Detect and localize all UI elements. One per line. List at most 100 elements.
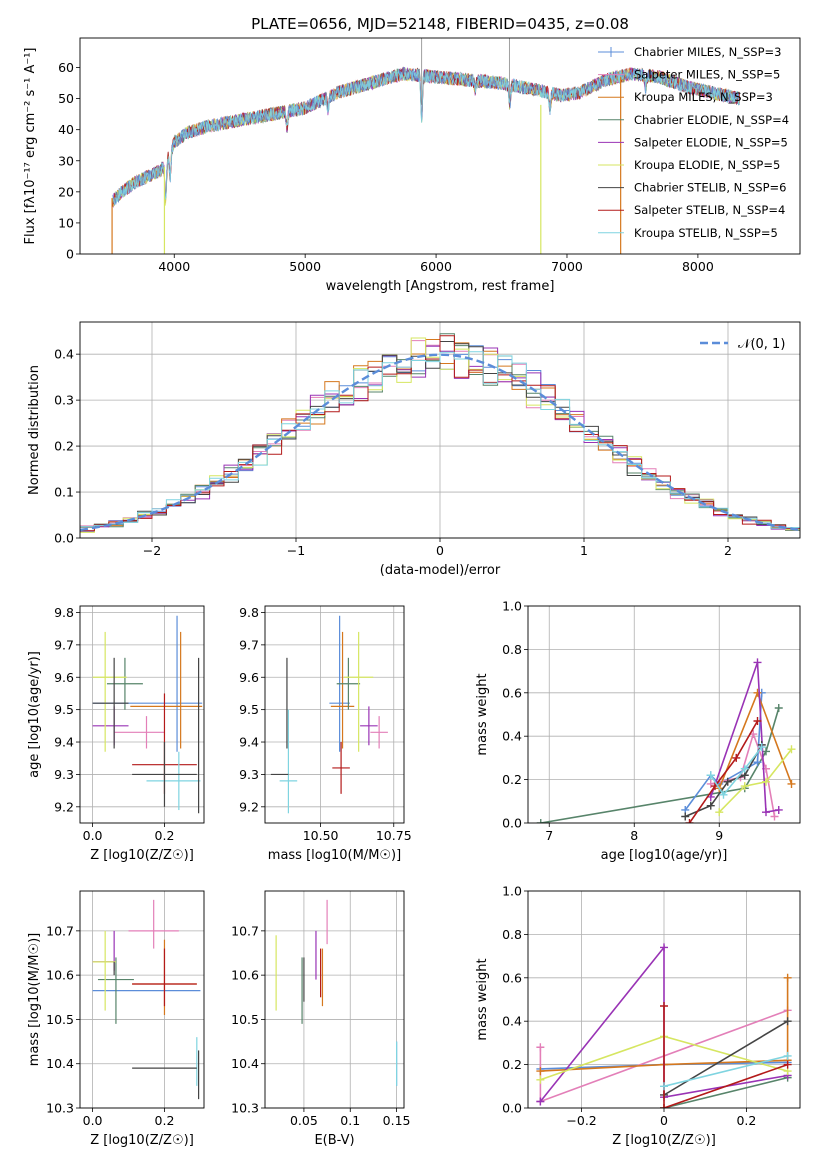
y-tick-label: 0.3	[54, 393, 74, 408]
weight-marker	[753, 717, 762, 726]
plot-area	[92, 899, 201, 1100]
errorbar-point	[330, 631, 355, 749]
errorbar-point	[114, 716, 165, 749]
errorbar-point	[344, 631, 374, 752]
legend-label: Chabrier MILES, N_SSP=3	[634, 45, 781, 59]
weight-marker	[762, 777, 770, 786]
panel-age_vs_mass: 10.50 10.75 9.2 9.3 9.4 9.5 9.6 9.7 9.8 mass [log…	[239, 605, 412, 863]
x-tick-label: 8	[630, 828, 638, 843]
panel-age_vs_Z: 0.0 0.2 9.2 9.3 9.4 9.5 9.6 9.7 9.8 Z [log10(Z/Z☉…	[27, 605, 205, 863]
histogram-series	[80, 351, 800, 529]
y-tick-label: 0.2	[502, 1057, 522, 1072]
y-tick-label: 9.4	[54, 735, 74, 750]
weight-marker	[660, 1082, 668, 1091]
weight-marker	[762, 808, 770, 817]
legend-label: Kroupa MILES, N_SSP=3	[634, 90, 773, 104]
errorbar-point	[106, 657, 143, 710]
weight-line	[540, 707, 780, 823]
weight-line	[688, 720, 759, 823]
normal-reference-curve	[80, 353, 800, 532]
errorbar-point	[130, 631, 203, 749]
y-tick-label: 0.4	[502, 729, 522, 744]
y-tick-label: 9.6	[239, 670, 259, 685]
errorbar-point	[132, 742, 197, 807]
errorbar-point	[92, 657, 129, 749]
axes-frame	[527, 605, 801, 824]
errorbar-point	[336, 657, 361, 710]
errorbar-point	[279, 709, 298, 814]
y-tick-label: 10	[58, 215, 74, 230]
plot-area	[536, 943, 792, 1108]
x-axis-label: Z [log10(Z/Z☉)]	[90, 848, 194, 863]
legend-label: Salpeter STELIB, N_SSP=4	[634, 203, 785, 217]
y-tick-label: 9.5	[54, 702, 74, 717]
y-tick-label: 0.4	[54, 347, 74, 362]
y-axis-label: Normed distribution	[27, 365, 42, 495]
x-axis-label: mass [log10(M/M☉)]	[268, 848, 401, 863]
legend-label: Salpeter MILES, N_SSP=5	[634, 68, 780, 82]
weight-marker	[706, 779, 715, 788]
weight-marker	[787, 745, 796, 754]
y-tick-label: 60	[58, 60, 74, 75]
y-tick-label: 10.7	[231, 923, 259, 938]
panel-spectrum: 4000 5000 6000 7000 8000 0 10 20 30 40 50 60 wavelen…	[23, 37, 801, 294]
y-tick-label: 10.4	[231, 1056, 259, 1071]
x-axis-label: Z [log10(Z/Z☉)]	[612, 1133, 716, 1148]
y-tick-label: 10.6	[46, 968, 74, 983]
errorbar-point	[92, 706, 129, 746]
weight-marker	[740, 782, 749, 791]
errorbar-point	[128, 899, 179, 949]
legend-label: Kroupa STELIB, N_SSP=5	[634, 226, 778, 240]
y-tick-label: 0.2	[54, 439, 74, 454]
axes-frame	[79, 37, 801, 255]
weight-marker	[681, 812, 690, 821]
weight-marker	[536, 1043, 545, 1052]
x-tick-label: −0.2	[566, 1113, 596, 1128]
y-tick-label: 9.6	[54, 670, 74, 685]
axes-frame	[79, 605, 205, 824]
x-axis-label: E(B-V)	[314, 1133, 354, 1148]
y-axis-label: age [log10(age/yr)]	[27, 651, 42, 778]
y-tick-label: 0.0	[502, 1101, 522, 1116]
x-tick-label: 2	[724, 543, 732, 558]
weight-marker	[660, 1104, 668, 1108]
y-axis-label: Flux [fλ10⁻¹⁷ erg cm⁻² s⁻¹ A⁻¹]	[23, 48, 38, 245]
legend-label: Kroupa ELODIE, N_SSP=5	[634, 158, 780, 172]
x-tick-label: 7000	[551, 259, 583, 274]
y-axis-label: mass [log10(M/M☉)]	[27, 933, 42, 1066]
x-tick-label: 6000	[420, 259, 452, 274]
y-tick-label: 10.4	[46, 1056, 74, 1071]
weight-marker	[770, 812, 779, 821]
weight-marker	[715, 808, 724, 817]
y-tick-label: 10.3	[231, 1101, 259, 1116]
x-tick-label: 1	[580, 543, 588, 558]
weight-marker	[774, 703, 783, 712]
y-tick-label: 50	[58, 91, 74, 106]
x-tick-label: 0.2	[155, 1113, 175, 1128]
x-axis-label: wavelength [Angstrom, rest frame]	[326, 279, 555, 294]
errorbar-point	[146, 751, 201, 811]
weight-marker	[753, 688, 762, 697]
y-tick-label: 0.0	[54, 531, 74, 546]
weight-marker	[660, 1002, 668, 1011]
x-axis-label: (data-model)/error	[380, 563, 501, 578]
axes-frame	[527, 890, 801, 1109]
axes-frame	[79, 321, 801, 539]
plot-area	[80, 333, 800, 533]
panel-mass_vs_Z: 0.0 0.2 10.3 10.4 10.5 10.6 10.7 Z [log10(Z/Z☉)…	[27, 890, 205, 1148]
y-tick-label: 10.5	[231, 1012, 259, 1027]
y-tick-label: 0	[66, 247, 74, 262]
x-tick-label: 0.15	[383, 1113, 411, 1128]
axes-frame	[79, 890, 205, 1109]
x-tick-label: 0.05	[290, 1113, 318, 1128]
weight-line	[663, 1055, 788, 1088]
weight-marker	[740, 764, 749, 773]
errorbar-point	[370, 716, 388, 749]
x-tick-label: 8000	[682, 259, 714, 274]
x-tick-label: 5000	[289, 259, 321, 274]
x-tick-label: 0.0	[83, 1113, 103, 1128]
panel-mass_vs_EBV: 0.05 0.1 0.15 10.3 10.4 10.5 10.6 10.7 E(B-V)	[231, 890, 411, 1148]
legend-label: Salpeter ELODIE, N_SSP=5	[634, 135, 788, 149]
errorbar-point	[97, 957, 134, 1024]
y-tick-label: 9.3	[239, 767, 259, 782]
